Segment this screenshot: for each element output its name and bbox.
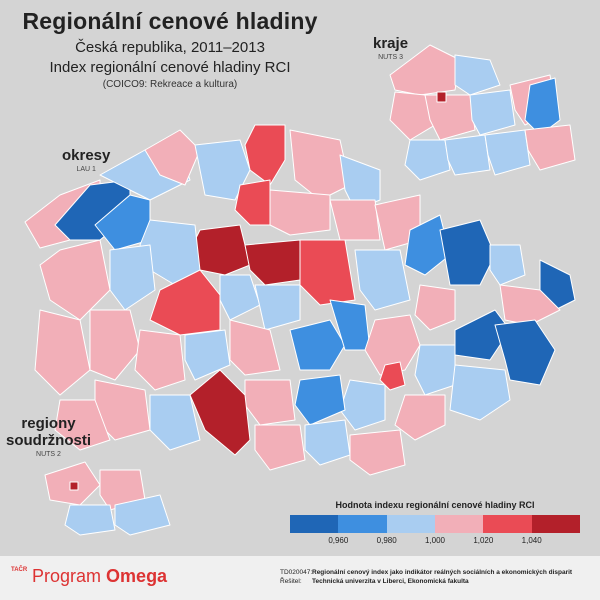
district-region (364, 314, 421, 376)
kraje-label: kraje NUTS 3 (373, 35, 408, 61)
legend-tick: 1,000 (424, 536, 446, 545)
kraj-region (436, 91, 447, 103)
district-region (289, 129, 351, 201)
district-region (379, 361, 406, 391)
district-region (244, 239, 301, 286)
district-region (294, 374, 346, 426)
legend-swatch-5 (483, 515, 532, 533)
district-region (299, 239, 356, 306)
district-region (354, 249, 411, 311)
cohesion-region (114, 494, 171, 536)
district-region (439, 219, 496, 286)
district-region (149, 394, 201, 451)
district-region (134, 329, 186, 391)
district-region (189, 369, 251, 456)
kraje-level: NUTS 3 (378, 54, 403, 61)
district-region (234, 179, 271, 226)
district-region (229, 319, 281, 376)
program-logo: Program Omega (32, 566, 167, 587)
legend-tick: 0,980 (376, 536, 397, 545)
district-region (489, 244, 526, 286)
legend-swatch-4 (434, 515, 484, 533)
district-region (349, 429, 406, 476)
district-region (109, 244, 156, 311)
district-region (39, 239, 111, 321)
legend: Hodnota indexu regionální cenové hladiny… (290, 500, 580, 547)
district-region (404, 214, 451, 276)
district-region (149, 269, 221, 336)
project-label: TD020047: (280, 569, 313, 576)
legend-color-bar (290, 515, 580, 533)
category-note: (COICO9: Rekreace a kultura) (102, 79, 238, 90)
solver-value: Technická univerzita v Liberci, Ekonomic… (312, 578, 469, 585)
district-region (54, 399, 111, 451)
index-title: Index regionální cenové hladiny RCI (49, 59, 291, 76)
district-region (254, 424, 306, 471)
choropleth-map (24, 44, 576, 536)
district-region (219, 274, 261, 321)
okresy-level: LAU 1 (76, 166, 96, 173)
kraj-region (389, 91, 436, 141)
legend-swatch-2 (338, 515, 387, 533)
kraj-region (444, 134, 491, 176)
solver-label: Řešitel: (280, 578, 302, 585)
district-region (329, 199, 381, 241)
district-region (304, 419, 351, 466)
kraj-region (424, 94, 476, 141)
tacr-logo-icon: TAČR (11, 567, 28, 573)
legend-swatch-3 (386, 515, 435, 533)
regiony-level: NUTS 2 (36, 451, 61, 458)
regions-inset-map (389, 44, 576, 181)
districts-map (24, 124, 576, 476)
kraj-region (389, 44, 461, 96)
legend-tick: 0,960 (328, 536, 349, 545)
district-region (414, 344, 456, 396)
district-region (449, 364, 511, 421)
okresy-title: okresy (62, 147, 111, 164)
district-region (269, 189, 331, 236)
project-value: Regionální cenový index jako indikátor r… (312, 569, 573, 576)
kraj-region (484, 129, 531, 176)
district-region (414, 284, 456, 331)
legend-swatch-6 (531, 515, 580, 533)
kraj-region (454, 54, 501, 96)
district-region (254, 284, 301, 331)
district-region (34, 309, 91, 396)
district-region (244, 379, 296, 426)
map-title: Regionální cenové hladiny (22, 8, 318, 34)
title-block: Regionální cenové hladiny Česká republik… (0, 8, 340, 90)
map-subtitle: Česká republika, 2011–2013 (75, 39, 265, 56)
district-region (89, 309, 141, 381)
logo-omega-text: Omega (106, 566, 168, 586)
kraj-region (524, 124, 576, 171)
kraj-region (469, 89, 516, 136)
legend-tick: 1,020 (473, 536, 494, 545)
district-region (184, 329, 231, 381)
district-region (339, 379, 386, 431)
cohesion-regions-inset-map (44, 461, 171, 536)
cohesion-region (69, 481, 79, 491)
regiony-title-1: regiony (21, 415, 76, 432)
district-region (244, 124, 286, 186)
okresy-label: okresy LAU 1 (62, 147, 110, 173)
regiony-title-2: soudržnosti (6, 432, 91, 449)
credits: TD020047:Regionální cenový index jako in… (280, 568, 572, 586)
footer: TAČR Program Omega TD020047:Regionální c… (0, 556, 600, 600)
district-region (494, 319, 556, 386)
legend-title: Hodnota indexu regionální cenové hladiny… (335, 500, 535, 510)
logo-program-text: Program (32, 566, 102, 586)
legend-tick: 1,040 (521, 536, 542, 545)
district-region (289, 319, 346, 371)
district-region (499, 284, 561, 326)
kraje-title: kraje (373, 35, 409, 52)
district-region (394, 394, 446, 441)
legend-swatch-1 (290, 515, 339, 533)
district-region (539, 259, 576, 311)
regiony-label: regiony soudržnosti NUTS 2 (6, 415, 91, 458)
legend-ticks: 0,960 0,980 1,000 1,020 1,040 (290, 533, 580, 547)
district-region (144, 129, 201, 186)
kraj-region (404, 139, 451, 181)
cohesion-region (64, 504, 116, 536)
